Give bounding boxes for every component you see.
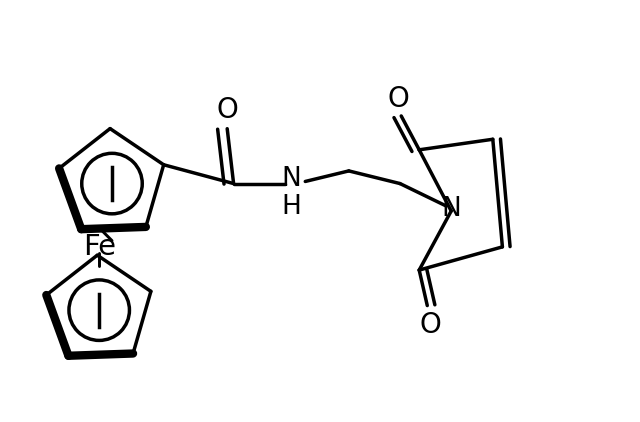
Text: O: O [216,96,238,124]
Text: N: N [282,166,301,192]
Text: O: O [387,85,409,113]
Text: O: O [420,311,442,338]
Text: H: H [281,194,301,220]
Text: Fe: Fe [83,233,116,261]
Text: N: N [442,196,461,222]
